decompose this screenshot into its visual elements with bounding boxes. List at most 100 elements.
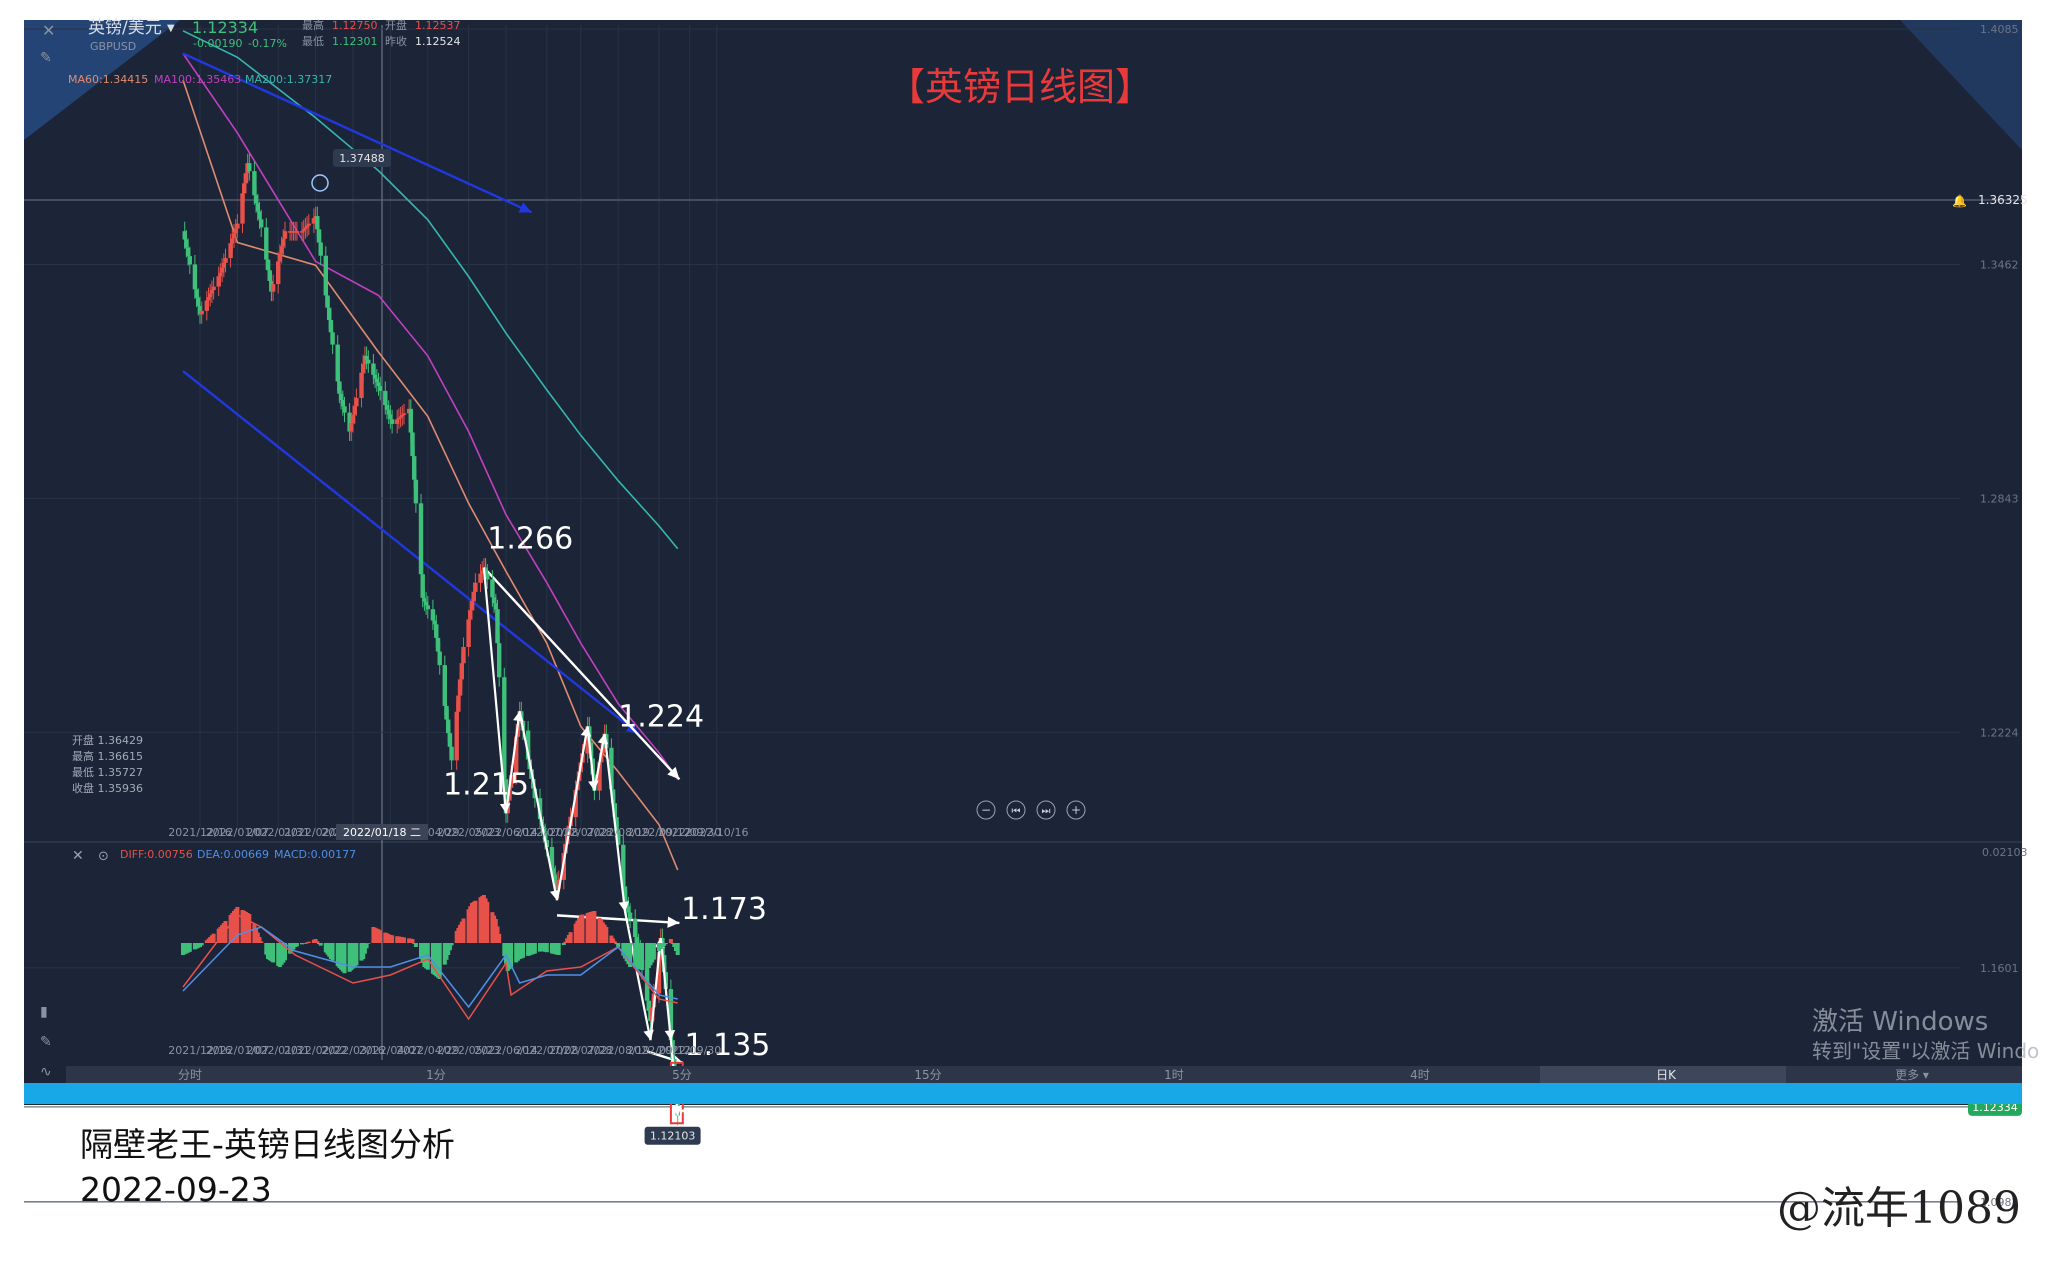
macd-indicator-icon[interactable]: ∿	[40, 1064, 52, 1080]
candle-down	[490, 579, 495, 598]
scroll-start-button[interactable]	[1006, 800, 1026, 820]
timeframe-tab[interactable]: 5分	[672, 1068, 692, 1082]
candle-down	[621, 844, 626, 887]
timeframe-tab[interactable]: 4时	[1410, 1068, 1430, 1082]
trend-line-blue	[182, 370, 640, 735]
x-tick-label: 2022/01/07	[206, 826, 269, 839]
candle-down	[253, 195, 259, 204]
candle-up	[468, 610, 473, 620]
macd-bar-down	[449, 943, 454, 946]
candle-down	[502, 677, 507, 780]
candle-up	[277, 253, 283, 262]
zoom-out-button[interactable]	[976, 800, 996, 820]
dropdown-icon[interactable]: ▼	[167, 23, 175, 34]
timeframe-bar[interactable]: 分时 1分 5分 15分 1时 4时 日K 更多 ▾	[66, 1066, 2022, 1083]
macd-bar-up	[461, 918, 466, 943]
scroll-end-button[interactable]	[1036, 800, 1056, 820]
last-price: 1.12334	[192, 18, 258, 37]
macd-bar-down	[616, 943, 621, 947]
macd-bar-down	[556, 943, 561, 955]
candle-down	[192, 264, 198, 290]
macd-bar-down	[437, 943, 442, 979]
macd-x-tick-label: 2022/04/07	[359, 1044, 422, 1057]
macd-x-tick-label: 2022/06/14	[474, 1044, 537, 1057]
candle-down	[327, 307, 332, 321]
candle-up	[228, 243, 233, 259]
macd-bar-up	[303, 943, 308, 944]
candle-down	[378, 386, 383, 391]
candle-down	[340, 400, 345, 407]
candle-up	[221, 262, 226, 268]
macd-x-tick-label: 2022/05/23	[437, 1044, 500, 1057]
y-tick-label: 1.2843	[1980, 492, 2019, 505]
candle-up	[306, 223, 311, 226]
candle-down	[437, 651, 442, 666]
candle-up	[350, 414, 356, 424]
candle-up	[206, 297, 211, 301]
symbol-code: GBPUSD	[90, 40, 136, 53]
candle-down	[497, 643, 502, 678]
timeframe-bar-bg	[66, 1066, 2022, 1083]
candle-up	[311, 217, 317, 224]
zoom-controls[interactable]: − ⏮ ⏭ +	[976, 800, 1086, 820]
candle-up	[240, 193, 245, 224]
x-tick-label: 2022/05/23	[437, 826, 500, 839]
candle-down	[483, 567, 488, 574]
macd-x-tick-label: 2021/12/16	[168, 1044, 231, 1057]
corner-decoration-right	[1900, 20, 2022, 150]
zigzag-arrowhead	[671, 1105, 683, 1116]
axis-labels: 1.37488 1.12103 1.36325 🔔 1.12334 1.4085 1.346…	[168, 23, 2027, 1209]
candle-up	[281, 238, 286, 247]
candle-down	[493, 603, 498, 610]
draw-icon[interactable]: ✎	[40, 1034, 52, 1050]
low-label: 最低	[302, 35, 324, 48]
candle-down	[442, 665, 447, 706]
candle-up	[597, 762, 602, 791]
x-tick-label: 2022/07/08	[515, 826, 578, 839]
candle-down	[503, 779, 509, 814]
indicator-icon[interactable]: ▮	[40, 1004, 48, 1020]
symbol-name[interactable]: 英镑/美元	[88, 18, 162, 38]
macd-bar-up	[378, 930, 383, 943]
macd-bar-down	[362, 943, 367, 954]
grid-lines	[24, 25, 2022, 1203]
macd-close-icon[interactable]: ✕	[72, 848, 84, 864]
corner-decoration	[24, 20, 180, 140]
timeframe-tab[interactable]: 更多 ▾	[1895, 1068, 1929, 1082]
timeframe-tab[interactable]: 1时	[1164, 1068, 1184, 1082]
left-toolbar[interactable]: ✎ ▮ ✎ ∿	[40, 50, 52, 1080]
timeframe-tab[interactable]: 日K	[1656, 1068, 1677, 1082]
macd-dea-line	[182, 926, 678, 1009]
candle-down	[634, 937, 640, 944]
y-tick-label: 1.3462	[1980, 258, 2019, 271]
zoom-in-button[interactable]	[1066, 800, 1086, 820]
scroll-start-icon: ⏮	[1012, 806, 1021, 817]
open-value: 1.12537	[415, 19, 461, 32]
candle-down	[646, 1000, 651, 1011]
close-icon[interactable]: ✕	[42, 21, 55, 40]
candle-down	[668, 989, 674, 1041]
trend-arrowhead	[518, 202, 532, 213]
macd-bar-up	[410, 939, 415, 943]
macd-bar-down	[651, 943, 656, 960]
price-change: -0.00190	[193, 37, 242, 50]
candle-up	[469, 601, 475, 611]
candle-up	[223, 258, 228, 263]
macd-bar-down	[413, 943, 418, 947]
candle-up	[401, 413, 407, 415]
macd-settings-icon[interactable]: ⊙	[98, 849, 109, 864]
candle-up	[216, 276, 221, 287]
ma100-line	[182, 53, 679, 780]
symbol-header[interactable]: ✕ 英镑/美元 ▼ GBPUSD 1.12334 -0.00190 -0.17%…	[42, 18, 461, 53]
timeframe-tab[interactable]: 15分	[914, 1068, 941, 1082]
candle-down	[420, 574, 425, 598]
timeframe-tab[interactable]: 1分	[426, 1068, 446, 1082]
pen-icon[interactable]: ✎	[40, 50, 52, 66]
macd-bar-down	[318, 943, 323, 946]
timeframe-tab[interactable]: 分时	[178, 1068, 202, 1082]
candle-up	[294, 231, 300, 233]
macd-bar-down	[544, 943, 549, 953]
candle-down	[371, 363, 376, 375]
macd-bar-down	[675, 943, 680, 955]
